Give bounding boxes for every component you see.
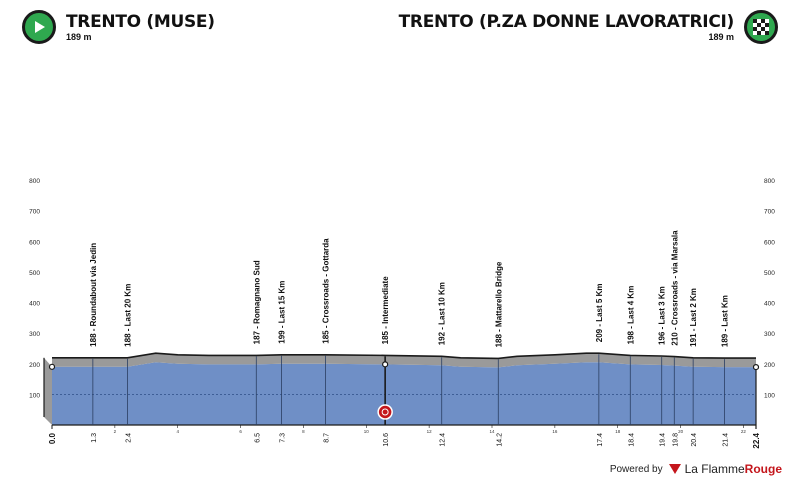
waypoint-label: 199 - Last 15 Km xyxy=(277,281,286,344)
end-km-label: 22.4 xyxy=(752,432,761,448)
minor-tick-label: 22 xyxy=(741,429,747,434)
play-icon xyxy=(22,10,56,44)
waypoint-km-label: 19.8 xyxy=(672,433,679,447)
waypoint-km-label: 14.2 xyxy=(496,433,503,447)
waypoint-label: 187 - Romagnano Sud xyxy=(252,260,261,344)
waypoint-km-label: 8.7 xyxy=(323,433,330,443)
minor-tick-label: 8 xyxy=(302,429,305,434)
y-tick-label-right: 800 xyxy=(764,178,775,185)
waypoint-label: 188 - Roundabout via Jedin xyxy=(89,243,98,347)
y-tick-label-left: 200 xyxy=(29,362,40,369)
sprint-icon-inner xyxy=(381,408,389,416)
y-tick-label-left: 400 xyxy=(29,301,40,308)
start-name: TRENTO (MUSE) xyxy=(66,12,215,32)
y-tick-label-left: 800 xyxy=(29,178,40,185)
minor-tick-label: 16 xyxy=(552,429,558,434)
finish-name: TRENTO (P.ZA DONNE LAVORATRICI) xyxy=(398,12,735,32)
waypoint-label: 188 - Mattarello Bridge xyxy=(494,261,503,347)
waypoint-km-label: 19.4 xyxy=(660,433,667,447)
minor-tick-label: 12 xyxy=(427,429,433,434)
y-tick-label-right: 700 xyxy=(764,209,775,216)
powered-by-text: Powered by xyxy=(609,463,663,475)
minor-tick-label: 20 xyxy=(678,429,684,434)
road-edge-line xyxy=(52,352,756,360)
waypoint-label: 185 - Intermediate xyxy=(381,276,390,345)
y-tick-label-right: 600 xyxy=(764,239,775,246)
waypoint-km-label: 10.6 xyxy=(383,433,390,447)
waypoint-km-label: 1.3 xyxy=(91,433,98,443)
start-header: TRENTO (MUSE) 189 m xyxy=(22,10,215,44)
finish-elevation: 189 m xyxy=(708,32,734,42)
y-tick-label-left: 700 xyxy=(29,209,40,216)
minor-tick-label: 6 xyxy=(239,429,242,434)
waypoint-label: 196 - Last 3 Km xyxy=(658,286,667,345)
minor-tick-label: 4 xyxy=(176,429,179,434)
waypoint-km-label: 6.5 xyxy=(254,433,261,443)
waypoint-km-label: 18.4 xyxy=(628,433,635,447)
sprint-icon xyxy=(377,404,393,420)
minor-tick-label: 10 xyxy=(364,429,370,434)
minor-tick-label: 2 xyxy=(114,429,117,434)
waypoint-label: 210 - Crossroads - via Marsala xyxy=(670,230,679,346)
y-tick-label-left: 500 xyxy=(29,270,40,277)
waypoint-label: 192 - Last 10 Km xyxy=(438,282,447,345)
waypoint-label: 185 - Crossroads - Gottarda xyxy=(321,238,330,344)
flamme-rouge-icon xyxy=(668,464,681,474)
waypoint-label: 209 - Last 5 Km xyxy=(595,284,604,343)
y-tick-label-right: 300 xyxy=(764,331,775,338)
minor-tick-label: 14 xyxy=(489,429,495,434)
y-tick-label-left: 300 xyxy=(29,331,40,338)
waypoint-km-label: 7.3 xyxy=(279,433,286,443)
waypoint-label: 188 - Last 20 Km xyxy=(123,284,132,347)
y-tick-label-left: 100 xyxy=(29,392,40,399)
y-tick-label-left: 600 xyxy=(29,239,40,246)
intermediate-marker xyxy=(382,361,389,368)
left-wall xyxy=(44,357,52,425)
waypoint-km-label: 17.4 xyxy=(597,433,604,447)
y-tick-label-right: 100 xyxy=(764,392,775,399)
checkered-flag-icon xyxy=(744,10,778,44)
finish-header: TRENTO (P.ZA DONNE LAVORATRICI) 189 m xyxy=(399,10,778,44)
start-marker xyxy=(48,363,56,370)
elevation-area xyxy=(52,362,756,425)
waypoint-label: 189 - Last Km xyxy=(721,295,730,347)
waypoint-km-label: 20.4 xyxy=(691,433,698,447)
minor-tick-label: 18 xyxy=(615,429,621,434)
finish-marker xyxy=(752,364,760,371)
brand-name: La FlammeRouge xyxy=(684,462,782,476)
waypoint-km-label: 21.4 xyxy=(723,433,730,447)
y-tick-label-right: 200 xyxy=(764,362,775,369)
y-tick-label-right: 500 xyxy=(764,270,775,277)
waypoint-label: 198 - Last 4 Km xyxy=(626,286,635,345)
waypoint-label: 191 - Last 2 Km xyxy=(689,288,698,347)
y-tick-label-right: 400 xyxy=(764,301,775,308)
start-elevation: 189 m xyxy=(66,32,92,42)
road-surface xyxy=(52,353,756,368)
waypoint-km-label: 12.4 xyxy=(440,433,447,447)
waypoint-km-label: 2.4 xyxy=(125,433,132,443)
start-km-label: 0.0 xyxy=(48,432,57,444)
footer-credit: Powered by La FlammeRouge xyxy=(610,462,782,476)
